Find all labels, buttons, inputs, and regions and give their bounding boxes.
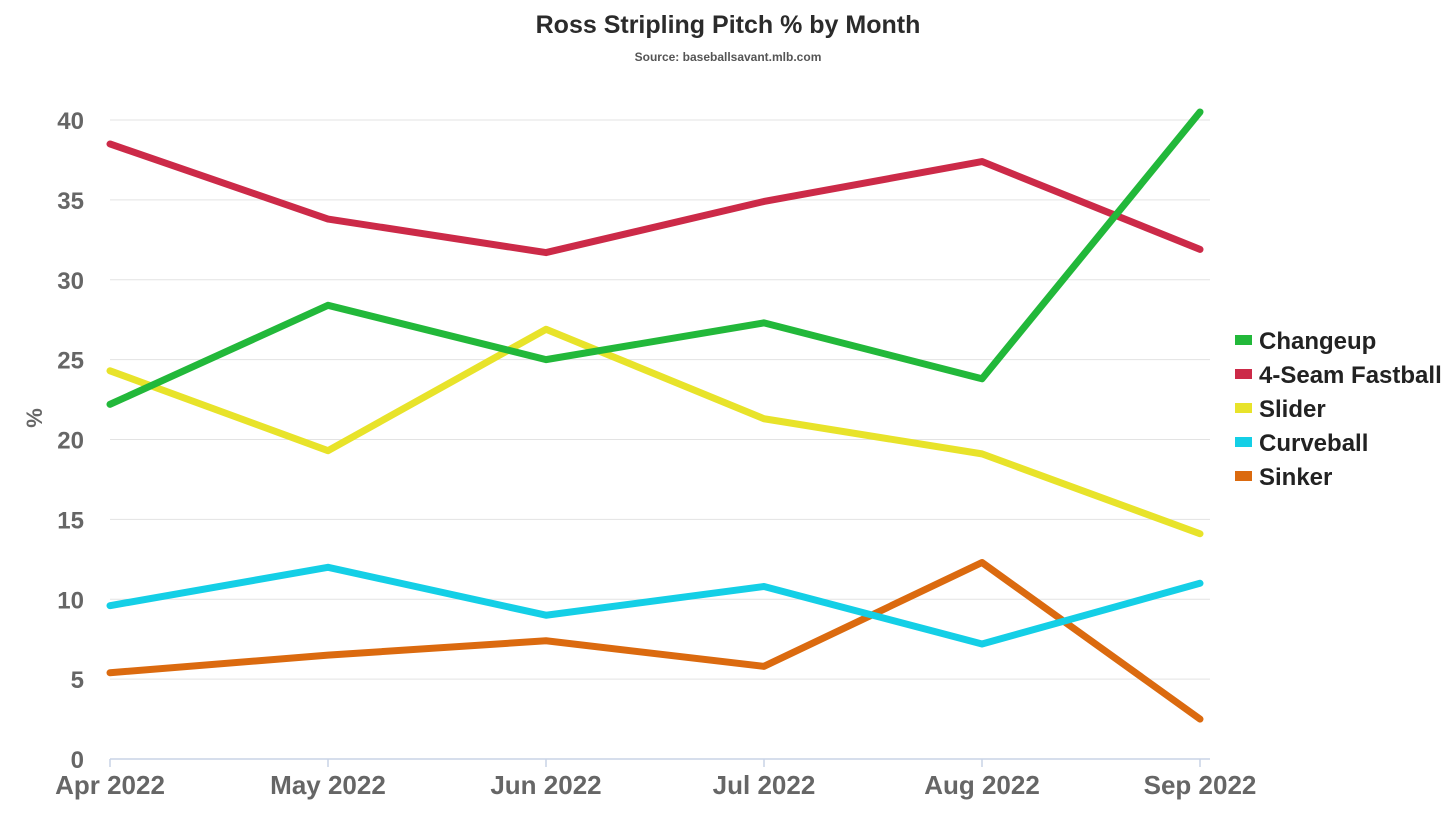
y-tick-label: 5: [71, 667, 84, 694]
series-line-changeup: [106, 108, 1204, 408]
y-tick-label: 0: [71, 747, 84, 774]
x-tick-label: May 2022: [270, 770, 386, 800]
legend-swatch: [1235, 335, 1252, 345]
series-line-sinker: [106, 559, 1204, 723]
x-tick-label: Aug 2022: [924, 770, 1040, 800]
x-tick-label: Apr 2022: [55, 770, 165, 800]
y-axis-ticks: 0 5 10 15 20 25 30 35 40: [57, 108, 84, 774]
y-tick-label: 10: [57, 587, 84, 614]
x-tick-label: Jul 2022: [713, 770, 816, 800]
y-tick-label: 40: [57, 108, 84, 135]
gridlines: [110, 119, 1210, 760]
legend-label: Sinker: [1259, 464, 1332, 491]
x-tick-label: Jun 2022: [490, 770, 601, 800]
y-tick-label: 30: [57, 268, 84, 295]
series-line-curveball: [106, 563, 1204, 648]
legend-label: Curveball: [1259, 430, 1368, 457]
y-tick-label: 15: [57, 507, 84, 534]
legend-swatch: [1235, 471, 1252, 481]
y-tick-label: 35: [57, 188, 84, 215]
y-tick-label: 25: [57, 348, 84, 375]
series-line-slider: [106, 325, 1204, 538]
chart-subtitle: Source: baseballsavant.mlb.com: [635, 50, 822, 64]
y-tick-label: 20: [57, 428, 84, 455]
series-lines: [106, 108, 1204, 723]
legend-swatch: [1235, 403, 1252, 413]
y-axis-label: %: [22, 408, 47, 428]
series-line-4-seam-fastball: [106, 140, 1204, 257]
legend: Changeup 4-Seam Fastball Slider Curveball Si…: [1235, 328, 1442, 491]
legend-swatch: [1235, 437, 1252, 447]
legend-label: Slider: [1259, 396, 1326, 423]
chart-title: Ross Stripling Pitch % by Month: [536, 11, 921, 39]
legend-swatch: [1235, 369, 1252, 379]
x-axis-ticks: Apr 2022 May 2022 Jun 2022 Jul 2022 Aug 2022…: [55, 759, 1256, 800]
legend-label: Changeup: [1259, 328, 1376, 355]
x-tick-label: Sep 2022: [1144, 770, 1257, 800]
legend-label: 4-Seam Fastball: [1259, 362, 1442, 389]
